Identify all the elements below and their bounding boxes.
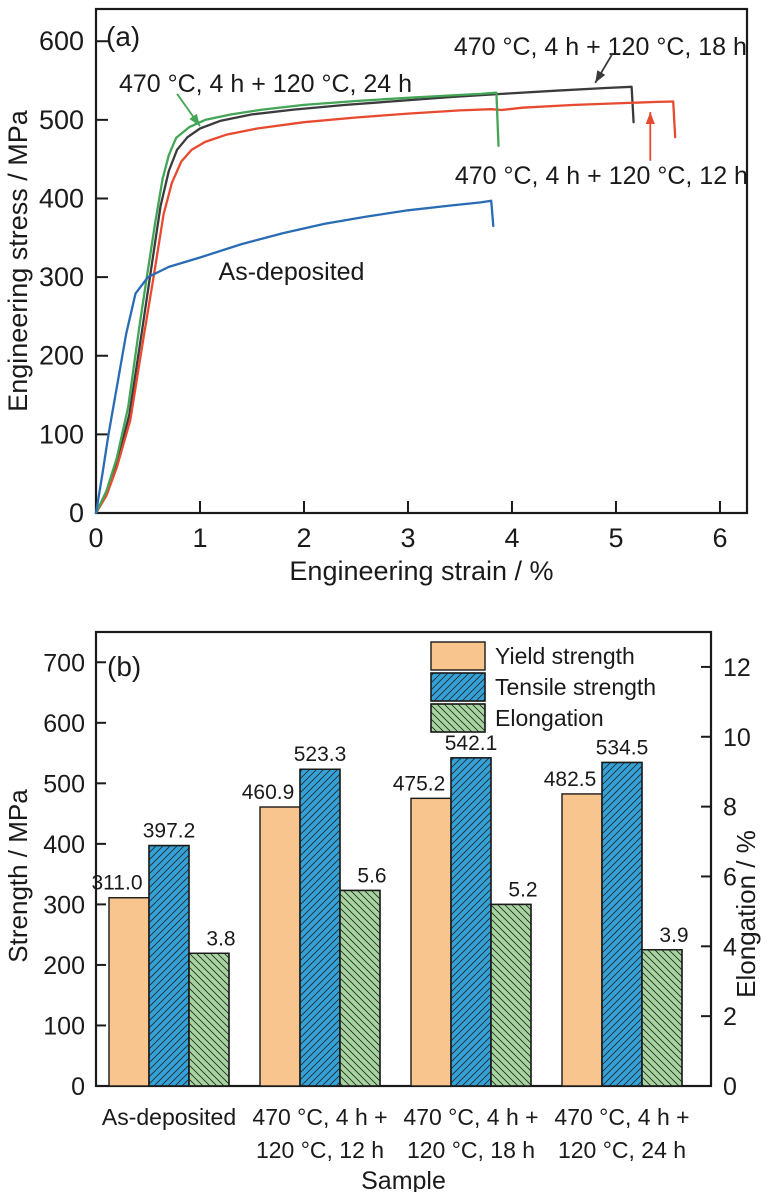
- y-tick-label: 0: [69, 498, 84, 528]
- bar-series-2: 3.8 5.6 5.2 3.9: [188, 864, 689, 1087]
- y-tick-label: 400: [39, 183, 84, 213]
- bar-value-label: 311.0: [92, 872, 143, 895]
- legend-swatch: [430, 641, 486, 671]
- bar-value-label: 534.5: [596, 736, 649, 759]
- series-0: 470 °C, 4 h + 120 °C, 18 h: [94, 33, 747, 515]
- series-label: 470 °C, 4 h + 120 °C, 24 h: [119, 70, 412, 98]
- bar-value-label: 397.2: [143, 820, 196, 843]
- bar-value-label: 542.1: [445, 732, 498, 755]
- series-curve: [94, 199, 495, 515]
- bar-value-label: 460.9: [242, 781, 295, 804]
- right-axis-title: Elongation / %: [731, 830, 761, 998]
- panel-label: (b): [107, 651, 141, 682]
- series-label: As-deposited: [219, 258, 365, 286]
- y-tick-label: 300: [39, 262, 84, 292]
- series-curve: [94, 91, 500, 515]
- bar-chart: 0 100 200 300 400 500 600 700 0 2 4 6 8 10 12 311.0 460.…: [3, 630, 761, 1192]
- x-axis-title: Sample: [361, 1167, 446, 1192]
- category-label: 120 °C, 12 h: [256, 1137, 384, 1163]
- series-1: 470 °C, 4 h + 120 °C, 12 h: [94, 100, 748, 515]
- bar: [108, 897, 150, 1087]
- strength-elongation-bar-chart: 0 100 200 300 400 500 600 700 0 2 4 6 8 10 12 311.0 460.…: [0, 596, 768, 1192]
- bar-hatch-overlay: [641, 949, 683, 1087]
- bar-value-label: 5.6: [357, 864, 386, 887]
- series-2: 470 °C, 4 h + 120 °C, 24 h: [94, 70, 500, 515]
- right-tick-label: 12: [723, 654, 751, 682]
- category-label: 470 °C, 4 h +: [554, 1104, 689, 1130]
- bar: [561, 793, 603, 1087]
- bar-value-label: 5.2: [508, 878, 537, 901]
- bar-value-label: 523.3: [294, 743, 347, 766]
- bar-hatch-overlay: [148, 844, 190, 1087]
- stress-strain-chart: 0 1 2 3 4 5 6 0 100 200 300 400 500 600 Engineering st…: [3, 7, 749, 586]
- bar-hatch-overlay: [299, 768, 341, 1087]
- legend-label: Tensile strength: [495, 674, 656, 700]
- right-tick-label: 10: [723, 724, 751, 752]
- right-tick-label: 2: [723, 1003, 737, 1031]
- y-tick-label: 100: [39, 419, 84, 449]
- series-arrow-head: [189, 113, 200, 127]
- y-tick-label: 200: [39, 341, 84, 371]
- y-tick-label: 500: [39, 105, 84, 135]
- left-axis-title: Strength / MPa: [3, 789, 33, 963]
- bar-hatch-overlay: [188, 952, 230, 1087]
- series-curve: [94, 85, 635, 515]
- line-chart: 0 1 2 3 4 5 6 0 100 200 300 400 500 600 Engineering st…: [3, 7, 749, 586]
- series-curve: [94, 100, 677, 515]
- bar-value-label: 3.8: [206, 927, 235, 950]
- series-3: As-deposited: [94, 199, 495, 515]
- x-tick-label: 4: [504, 523, 519, 553]
- left-tick-label: 500: [43, 770, 85, 798]
- category-label: 120 °C, 24 h: [558, 1137, 686, 1163]
- series-arrow-head: [645, 112, 655, 125]
- x-axis-title: Engineering strain / %: [289, 556, 553, 586]
- bar-value-label: 482.5: [544, 768, 597, 791]
- stress-strain-svg: 0 1 2 3 4 5 6 0 100 200 300 400 500 600 Engineering st…: [3, 7, 749, 586]
- plot-border: [94, 7, 749, 515]
- legend: Yield strength Tensile strength Elongation: [430, 641, 656, 733]
- series-label: 470 °C, 4 h + 120 °C, 18 h: [454, 33, 747, 61]
- left-tick-label: 600: [43, 710, 85, 738]
- left-tick-label: 400: [43, 831, 85, 859]
- bar-hatch-overlay: [450, 757, 492, 1087]
- category-label: 470 °C, 4 h +: [252, 1104, 387, 1130]
- y-axis-title: Engineering stress / MPa: [3, 109, 33, 412]
- legend-swatch-hatch: [430, 703, 486, 733]
- x-tick-label: 1: [192, 523, 207, 553]
- bar-value-label: 3.9: [659, 924, 688, 947]
- x-tick-label: 0: [88, 523, 103, 553]
- bar-hatch-overlay: [601, 761, 643, 1087]
- bar-hatch-overlay: [339, 889, 381, 1087]
- right-tick-label: 4: [723, 933, 737, 961]
- left-tick-label: 700: [43, 649, 85, 677]
- left-tick-label: 100: [43, 1012, 85, 1040]
- legend-label: Elongation: [495, 705, 604, 731]
- bar: [410, 797, 452, 1087]
- y-tick-label: 600: [39, 26, 84, 56]
- bar-chart-svg: 0 100 200 300 400 500 600 700 0 2 4 6 8 10 12 311.0 460.…: [3, 630, 761, 1192]
- x-tick-label: 3: [400, 523, 415, 553]
- left-tick-label: 200: [43, 952, 85, 980]
- category-label: 470 °C, 4 h +: [403, 1104, 538, 1130]
- category-label: As-deposited: [102, 1104, 236, 1130]
- bar-value-label: 475.2: [393, 772, 446, 795]
- x-tick-label: 5: [608, 523, 623, 553]
- x-tick-label: 2: [296, 523, 311, 553]
- right-tick-label: 8: [723, 794, 737, 822]
- bar: [259, 806, 301, 1087]
- left-tick-label: 300: [43, 891, 85, 919]
- x-tick-label: 6: [712, 523, 727, 553]
- bar-hatch-overlay: [490, 903, 532, 1087]
- right-tick-label: 6: [723, 863, 737, 891]
- legend-label: Yield strength: [495, 643, 635, 669]
- right-tick-label: 0: [723, 1073, 737, 1101]
- panel-label: (a): [106, 21, 140, 52]
- left-tick-label: 0: [71, 1073, 85, 1101]
- bar-series-1: 397.2 523.3 542.1 534.5: [143, 732, 649, 1087]
- legend-swatch-hatch: [430, 672, 486, 702]
- series-arrow-head: [595, 70, 606, 83]
- series-label: 470 °C, 4 h + 120 °C, 12 h: [455, 162, 748, 190]
- category-label: 120 °C, 18 h: [407, 1137, 535, 1163]
